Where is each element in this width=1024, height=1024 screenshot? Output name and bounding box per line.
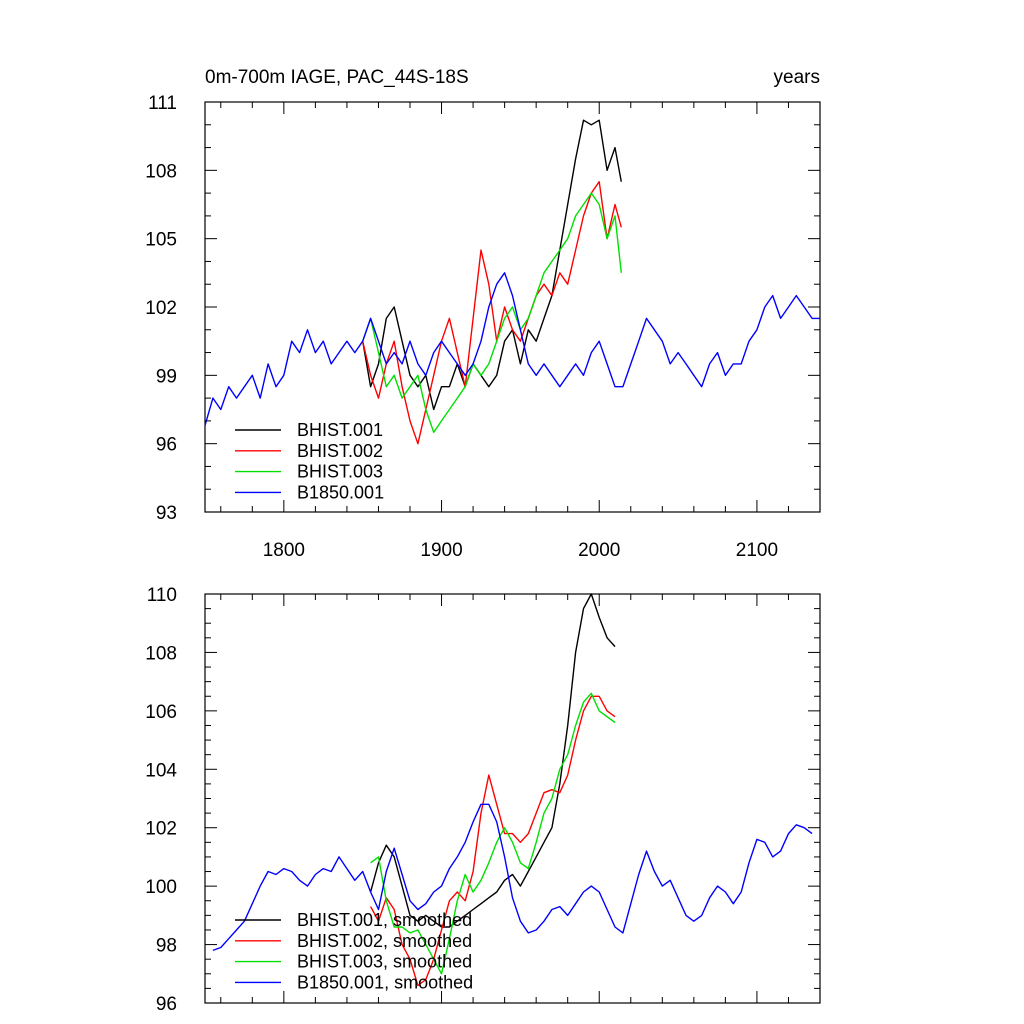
top-panel: 0m-700m IAGE, PAC_44S-18S years 93 96 99 10… [145, 67, 821, 561]
series-line-bhist-001 [362, 119, 622, 411]
y-tick-label: 110 [147, 585, 177, 606]
y-tick-label: 102 [145, 819, 177, 840]
legend-entry-b1850001: B1850.001 [235, 482, 384, 502]
y-tick-label: 102 [145, 298, 177, 319]
top-chart-units: years [774, 67, 820, 88]
legend-label-bhist001-smoothed: BHIST.001, smoothed [297, 910, 472, 930]
series-line-bhist-003-smoothed [370, 692, 616, 975]
y-tick-label: 108 [145, 643, 177, 664]
series-line-bhist-003 [362, 192, 622, 433]
legend-label-bhist001: BHIST.001 [297, 420, 383, 440]
x-tick-label: 2000 [578, 540, 620, 561]
y-tick-label: 106 [145, 702, 177, 723]
top-y-ticks: 93 96 99 102 105 108 111 [145, 93, 820, 524]
bottom-legend: BHIST.001, smoothed BHIST.002, smoothed … [235, 910, 473, 992]
y-tick-label: 104 [145, 760, 177, 781]
legend-label-bhist002: BHIST.002 [297, 441, 383, 461]
y-tick-label: 100 [145, 877, 177, 898]
legend-label-bhist003-smoothed: BHIST.003, smoothed [297, 952, 472, 972]
top-legend: BHIST.001 BHIST.002 BHIST.003 B1850.001 [235, 420, 384, 502]
series-line-bhist-002-smoothed [369, 695, 616, 987]
legend-label-b1850001: B1850.001 [297, 482, 384, 502]
legend-entry-bhist003: BHIST.003 [235, 462, 383, 482]
series-line-bhist-001-smoothed [369, 593, 616, 928]
legend-entry-bhist001: BHIST.001 [235, 420, 383, 440]
y-tick-label: 111 [148, 93, 177, 114]
x-tick-label: 1800 [263, 540, 305, 561]
series-line-b1850-001 [204, 272, 820, 426]
x-tick-label: 2100 [736, 540, 778, 561]
legend-entry-bhist002-smoothed: BHIST.002, smoothed [235, 931, 472, 951]
legend-label-b1850001-smoothed: B1850.001, smoothed [297, 972, 473, 992]
bottom-panel: 96 98 100 102 104 106 108 110 BHIST.001, smooth… [145, 585, 821, 1015]
legend-label-bhist002-smoothed: BHIST.002, smoothed [297, 931, 472, 951]
x-tick-label: 1900 [420, 540, 462, 561]
y-tick-label: 99 [156, 366, 177, 387]
bottom-y-ticks: 96 98 100 102 104 106 108 110 [145, 585, 820, 1015]
y-tick-label: 96 [156, 994, 177, 1015]
legend-entry-bhist002: BHIST.002 [235, 441, 383, 461]
bottom-x-ticks [220, 594, 821, 1003]
legend-entry-b1850001-smoothed: B1850.001, smoothed [235, 972, 473, 992]
y-tick-label: 98 [156, 936, 177, 957]
legend-entry-bhist003-smoothed: BHIST.003, smoothed [235, 952, 472, 972]
top-x-ticks: 1800 1900 2000 2100 [220, 102, 821, 561]
y-tick-label: 108 [145, 161, 177, 182]
legend-label-bhist003: BHIST.003 [297, 462, 383, 482]
y-tick-label: 105 [145, 230, 177, 251]
y-tick-label: 96 [156, 435, 177, 456]
series-line-b1850-001-smoothed [212, 803, 813, 952]
top-chart-title: 0m-700m IAGE, PAC_44S-18S [205, 67, 469, 88]
legend-entry-bhist001-smoothed: BHIST.001, smoothed [235, 910, 472, 930]
y-tick-label: 93 [156, 503, 177, 524]
series-line-bhist-002 [362, 180, 622, 445]
